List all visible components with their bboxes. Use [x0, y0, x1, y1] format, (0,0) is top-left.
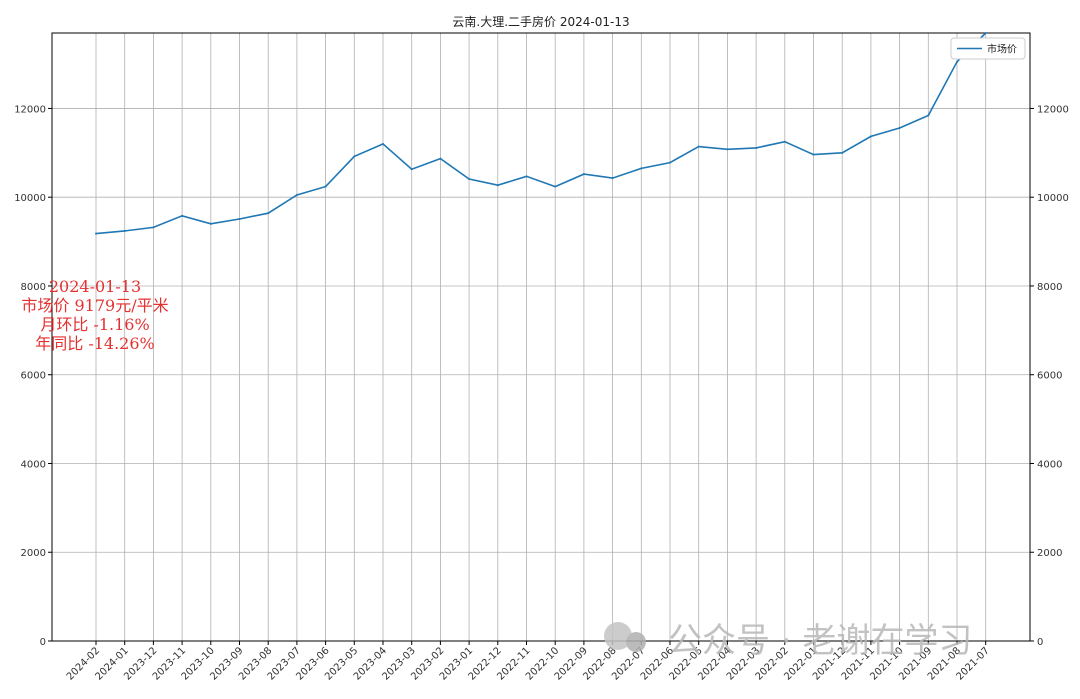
data-point: [611, 177, 614, 180]
data-point: [582, 173, 585, 176]
y-tick-label-right: 0: [1037, 637, 1043, 648]
data-point: [640, 167, 643, 170]
data-point: [181, 214, 184, 217]
annotation-mom: 月环比 -1.16%: [40, 315, 149, 334]
data-point: [841, 151, 844, 154]
data-point: [726, 148, 729, 151]
data-point: [783, 140, 786, 143]
y-tick-label-left: 0: [40, 637, 46, 648]
legend-label: 市场价: [987, 43, 1017, 56]
data-point: [697, 145, 700, 148]
data-point: [554, 185, 557, 188]
y-tick-label-right: 2000: [1037, 548, 1062, 559]
watermark: 公众号 · 老谢在学习: [604, 621, 972, 661]
data-point: [496, 184, 499, 187]
data-point: [324, 185, 327, 188]
y-tick-label-right: 10000: [1037, 193, 1069, 204]
chart-title: 云南.大理.二手房价 2024-01-13: [452, 14, 629, 29]
data-point: [209, 222, 212, 225]
data-point: [984, 32, 987, 34]
data-point: [439, 157, 442, 160]
data-point: [238, 217, 241, 220]
wechat-icon: [604, 622, 632, 650]
data-point: [123, 229, 126, 232]
y-tick-label-left: 6000: [21, 371, 46, 382]
legend: 市场价: [950, 37, 1026, 60]
grid: [52, 33, 1030, 642]
watermark-text: 公众号 · 老谢在学习: [668, 621, 972, 661]
data-point: [812, 153, 815, 156]
annotation-block: 2024-01-13 市场价 9179元/平米 月环比 -1.16% 年同比 -…: [21, 277, 168, 353]
data-point: [956, 60, 958, 63]
data-point: [669, 161, 671, 164]
annotation-date: 2024-01-13: [49, 277, 141, 296]
data-point: [525, 175, 528, 178]
data-point: [95, 232, 97, 235]
y-tick-label-right: 4000: [1037, 459, 1062, 470]
y-tick-label-left: 4000: [21, 459, 46, 470]
data-point: [410, 168, 413, 171]
data-point: [468, 178, 471, 181]
series-line-market-price: [95, 32, 987, 235]
data-point: [353, 155, 356, 158]
y-tick-label-right: 12000: [1037, 104, 1069, 115]
data-point: [869, 135, 872, 138]
data-point: [755, 146, 758, 149]
data-point: [382, 142, 384, 145]
y-tick-label-right: 8000: [1037, 282, 1062, 293]
axis-ticks: 2024-022024-012023-122023-112023-102023-…: [14, 104, 1069, 682]
y-tick-label-left: 2000: [21, 548, 46, 559]
plot-frame: [51, 32, 1031, 642]
y-tick-label-left: 8000: [21, 282, 46, 293]
annotation-yoy: 年同比 -14.26%: [35, 334, 155, 353]
wechat-icon-bubble: [626, 632, 646, 652]
y-tick-label-right: 6000: [1037, 371, 1062, 382]
data-point: [927, 114, 930, 117]
y-tick-label-left: 10000: [14, 193, 46, 204]
data-point: [295, 193, 298, 196]
data-point: [267, 212, 270, 215]
y-tick-label-left: 12000: [14, 104, 46, 115]
legend-box: [950, 37, 1026, 60]
annotation-price: 市场价 9179元/平米: [21, 296, 168, 315]
data-point: [898, 126, 901, 129]
data-point: [152, 226, 155, 229]
